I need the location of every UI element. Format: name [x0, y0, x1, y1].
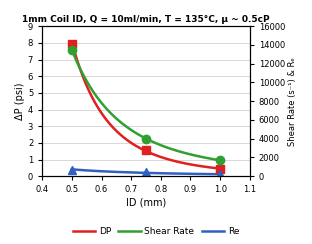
- Title: 1mm Coil ID, Q = 10ml/min, T = 135°C, μ ~ 0.5cP: 1mm Coil ID, Q = 10ml/min, T = 135°C, μ …: [22, 15, 270, 24]
- Legend: DP, Shear Rate, Re: DP, Shear Rate, Re: [69, 223, 243, 240]
- X-axis label: ID (mm): ID (mm): [126, 197, 166, 207]
- Y-axis label: Shear Rate (s⁻¹) & Rₑ: Shear Rate (s⁻¹) & Rₑ: [288, 57, 297, 146]
- Y-axis label: ΔP (psi): ΔP (psi): [15, 82, 25, 120]
